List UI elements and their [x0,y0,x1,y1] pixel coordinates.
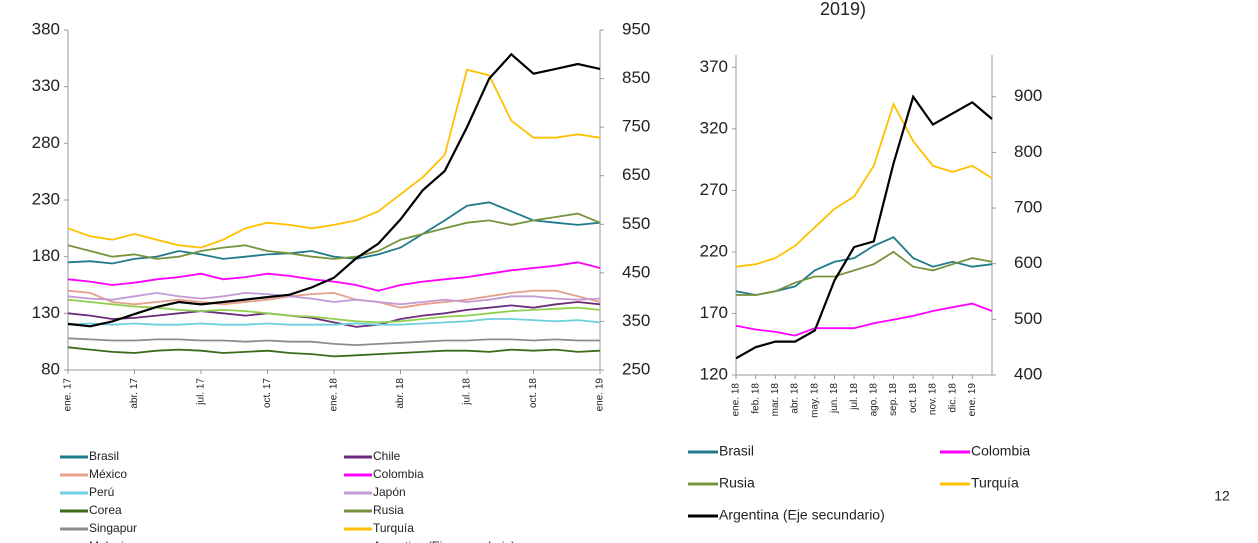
legend-label: México [89,467,127,481]
legend-label: Rusia [719,475,755,491]
legend-label: Argentina (Eje secundario) [373,539,515,543]
x-tick-label: may. 18 [809,383,820,418]
y2-tick-label: 700 [1014,198,1042,217]
y2-tick-label: 350 [622,311,650,330]
legend-label: Singapur [89,521,137,535]
x-tick-label: ene. 19 [967,383,978,417]
legend-label: Malasia [89,539,131,543]
y2-tick-label: 650 [622,165,650,184]
y2-tick-label: 550 [622,214,650,233]
series-line [736,250,993,296]
y-tick-label: 380 [32,19,60,38]
series-line [67,301,601,328]
y2-tick-label: 250 [622,359,650,378]
legend-label: Colombia [971,443,1030,459]
series-line [67,201,601,265]
x-tick-label: sep. 18 [888,383,899,416]
x-tick-label: jul. 18 [462,378,473,406]
y-tick-label: 330 [32,76,60,95]
x-tick-label: abr. 18 [395,378,406,409]
y-tick-label: 220 [700,241,728,260]
x-tick-label: oct. 18 [528,378,539,408]
series-line [67,337,600,347]
legend-label: Chile [373,449,401,463]
legend-label: Turquía [971,475,1019,491]
y-tick-label: 370 [700,57,728,76]
series-line [67,212,601,260]
y2-tick-label: 850 [622,68,650,87]
y-tick-label: 180 [32,246,60,265]
legend-label: Argentina (Eje secundario) [719,507,885,523]
series-line [735,94,993,360]
y-tick-label: 170 [700,303,728,322]
y-tick-label: 230 [32,189,60,208]
legend-label: Japón [373,485,406,499]
y2-tick-label: 400 [1014,364,1042,383]
y-tick-label: 120 [700,364,728,383]
y-tick-label: 320 [700,118,728,137]
series-line [67,68,601,249]
x-tick-label: abr. 17 [129,378,140,409]
x-tick-label: dic. 18 [947,383,958,413]
legend-label: Rusia [373,503,404,517]
y2-tick-label: 750 [622,117,650,136]
series-line [735,302,993,337]
page-number: 12 [1214,488,1230,504]
legend-label: Brasil [89,449,119,463]
x-tick-label: ene. 19 [595,378,606,412]
legend-label: Turquía [373,521,414,535]
x-tick-label: ene. 18 [329,378,340,412]
legend-label: Colombia [373,467,424,481]
x-tick-label: jul. 18 [849,383,860,411]
legend-label: Brasil [719,443,754,459]
series-line [735,101,993,268]
series-line [67,346,601,358]
x-tick-label: jun. 18 [829,383,840,414]
y2-tick-label: 900 [1014,86,1042,105]
y2-tick-label: 800 [1014,142,1042,161]
x-tick-label: mar. 18 [770,383,781,417]
x-tick-label: oct. 17 [262,378,273,408]
x-tick-label: jul. 17 [196,378,207,406]
y-tick-label: 130 [32,303,60,322]
x-tick-label: ene. 17 [63,378,74,412]
series-line [67,291,601,306]
x-tick-label: oct. 18 [908,383,919,413]
y2-tick-label: 950 [622,19,650,38]
x-tick-label: feb. 18 [750,383,761,414]
series-line [67,261,601,292]
series-line [735,236,993,296]
y2-tick-label: 500 [1014,309,1042,328]
series-line [67,289,601,309]
legend-label: Corea [89,503,122,517]
y2-tick-label: 450 [622,262,650,281]
y-tick-label: 280 [32,133,60,152]
y2-tick-label: 600 [1014,253,1042,272]
series-line [67,318,601,326]
series-line [67,52,601,328]
title-fragment: 2019) [820,0,866,19]
y-tick-label: 80 [41,359,60,378]
x-tick-label: abr. 18 [790,383,801,414]
legend-label: Perú [89,485,114,499]
x-tick-label: ene. 18 [731,383,742,417]
x-tick-label: nov. 18 [928,383,939,415]
x-tick-label: ago. 18 [868,383,879,417]
y-tick-label: 270 [700,180,728,199]
